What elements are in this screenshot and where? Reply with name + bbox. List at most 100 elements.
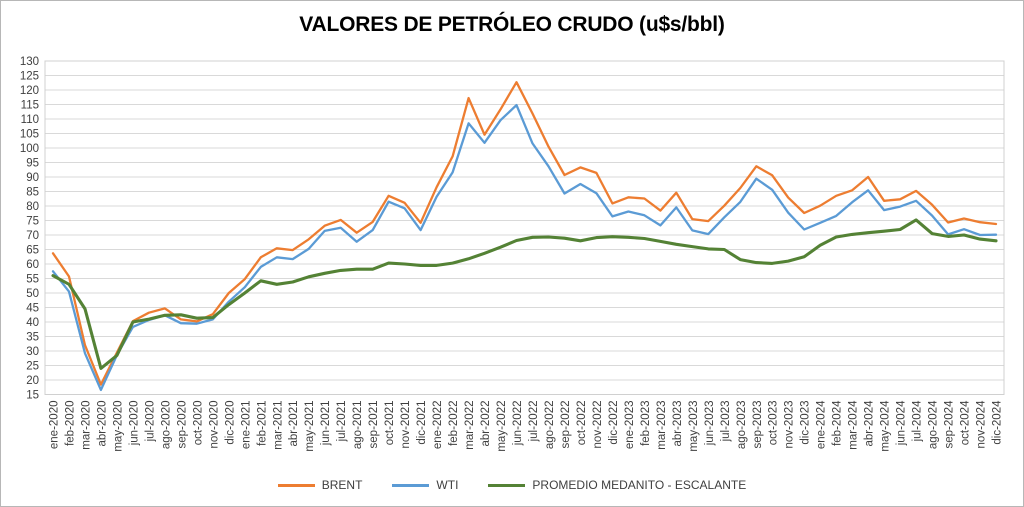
x-tick-label: oct-2020: [192, 401, 204, 446]
x-tick-label: feb-2020: [64, 401, 76, 446]
legend-item-brent: BRENT: [277, 478, 363, 492]
y-tick-label: 25: [26, 361, 39, 373]
x-tick-label: dic-2020: [224, 401, 236, 445]
x-tick-label: ene-2024: [816, 400, 828, 449]
y-tick-label: 55: [26, 274, 39, 286]
x-tick-label: ago-2023: [736, 401, 748, 450]
x-tick-label: abr-2024: [864, 400, 876, 447]
y-tick-label: 60: [26, 259, 39, 271]
legend-item-wti: WTI: [392, 478, 458, 492]
legend-swatch-wti: [392, 483, 430, 487]
y-tick-label: 70: [26, 230, 39, 242]
y-tick-label: 130: [20, 56, 39, 68]
x-tick-label: may-2020: [112, 401, 124, 452]
series-line-promedio-medanito-escalante: [51, 218, 998, 370]
x-tick-label: mar-2024: [848, 400, 860, 450]
x-tick-label: jul-2023: [720, 401, 732, 443]
y-tick-label: 80: [26, 201, 39, 213]
y-tick-label: 45: [26, 303, 39, 315]
x-tick-label: ago-2022: [544, 401, 556, 450]
x-tick-label: nov-2020: [208, 401, 220, 449]
plot-border: [44, 60, 1005, 395]
x-tick-label: nov-2024: [976, 400, 988, 449]
x-tick-label: mar-2022: [464, 401, 476, 450]
x-tick-label: jul-2020: [144, 401, 156, 443]
y-tick-label: 50: [26, 288, 39, 300]
legend-label-brent: BRENT: [321, 478, 363, 492]
x-tick-label: oct-2022: [576, 401, 588, 446]
y-tick-label: 105: [20, 129, 39, 141]
y-tick-label: 40: [26, 317, 39, 329]
x-tick-label: sep-2024: [944, 400, 956, 449]
y-tick-label: 95: [26, 158, 39, 170]
y-tick-label: 65: [26, 245, 39, 257]
x-tick-label: jul-2021: [336, 401, 348, 443]
x-tick-label: feb-2021: [256, 401, 268, 446]
x-tick-label: may-2024: [880, 400, 892, 452]
x-tick-label: nov-2021: [400, 401, 412, 449]
y-tick-label: 35: [26, 332, 39, 344]
x-tick-label: ene-2020: [48, 401, 60, 450]
x-tick-label: mar-2023: [656, 401, 668, 450]
legend-swatch-medanito-escalante: [488, 483, 526, 487]
y-tick-label: 30: [26, 346, 39, 358]
y-tick-label: 120: [20, 85, 39, 97]
y-tick-label: 75: [26, 216, 39, 228]
x-tick-label: mar-2021: [272, 401, 284, 450]
x-tick-label: abr-2022: [480, 400, 492, 446]
x-tick-label: sep-2021: [368, 401, 380, 449]
x-tick-label: nov-2023: [784, 401, 796, 449]
x-tick-label: ene-2021: [240, 401, 252, 450]
legend-label-wti: WTI: [436, 478, 459, 492]
x-tick-label: may-2022: [496, 401, 508, 452]
y-tick-label: 20: [26, 375, 39, 387]
y-tick-label: 125: [20, 71, 39, 83]
legend-swatch-brent: [277, 483, 315, 487]
x-tick-label: ene-2023: [624, 401, 636, 450]
y-tick-label: 85: [26, 187, 39, 199]
series-line-brent: [51, 81, 998, 386]
x-tick-label: jun-2022: [512, 401, 524, 447]
x-tick-label: ene-2022: [432, 401, 444, 450]
y-tick-label: 110: [21, 114, 39, 126]
y-tick-label: 100: [20, 143, 39, 155]
x-tick-label: jun-2023: [704, 401, 716, 447]
x-tick-label: abr-2021: [288, 401, 300, 447]
x-tick-label: dic-2021: [416, 401, 428, 445]
y-tick-label: 15: [26, 390, 39, 402]
x-tick-label: jul-2024: [912, 400, 924, 443]
x-tick-label: dic-2022: [608, 401, 620, 445]
x-tick-label: jun-2020: [128, 401, 140, 447]
x-tick-label: dic-2023: [800, 401, 812, 445]
x-tick-label: may-2023: [688, 401, 700, 452]
x-tick-label: oct-2023: [768, 401, 780, 446]
legend-item-medanito-escalante: PROMEDIO MEDANITO - ESCALANTE: [488, 478, 746, 492]
x-tick-label: jul-2022: [528, 401, 540, 443]
x-tick-label: sep-2023: [752, 401, 764, 449]
x-tick-label: ago-2020: [160, 401, 172, 450]
legend-label-medanito-escalante: PROMEDIO MEDANITO - ESCALANTE: [532, 478, 747, 492]
x-tick-label: may-2021: [304, 401, 316, 452]
x-tick-label: feb-2024: [832, 400, 844, 446]
chart-title: VALORES DE PETRÓLEO CRUDO (u$s/bbl): [299, 13, 725, 36]
series-line-wti: [51, 103, 998, 392]
x-tick-label: ago-2021: [352, 401, 364, 450]
x-tick-label: oct-2021: [384, 401, 396, 446]
legend: BRENT WTI PROMEDIO MEDANITO - ESCALANTE: [1, 478, 1023, 492]
x-tick-label: jun-2024: [896, 400, 908, 446]
x-tick-label: oct-2024: [960, 400, 972, 445]
x-tick-label: sep-2022: [560, 401, 572, 449]
x-tick-label: dic-2024: [992, 400, 1004, 445]
x-tick-label: feb-2023: [640, 401, 652, 446]
x-tick-label: abr-2020: [96, 401, 108, 447]
x-tick-label: sep-2020: [176, 401, 188, 449]
x-tick-label: nov-2022: [592, 401, 604, 449]
y-tick-label: 115: [21, 100, 39, 112]
x-tick-label: abr-2023: [672, 401, 684, 447]
x-tick-label: feb-2022: [448, 401, 460, 446]
x-tick-label: mar-2020: [80, 401, 92, 450]
y-tick-label: 90: [26, 172, 39, 184]
x-tick-label: ago-2024: [928, 400, 940, 449]
